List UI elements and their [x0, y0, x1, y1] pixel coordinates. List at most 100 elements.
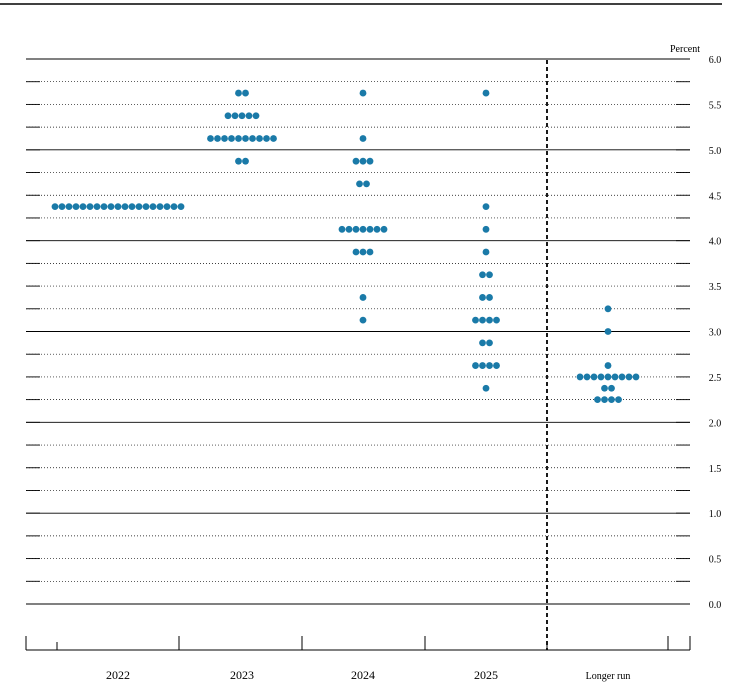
- dot-mark: [72, 203, 80, 211]
- dot-mark: [228, 135, 235, 142]
- dot-mark: [366, 225, 374, 233]
- dot-mark: [366, 248, 374, 256]
- dot-mark: [486, 339, 493, 347]
- dot-mark: [479, 316, 486, 324]
- dot-mark: [632, 373, 640, 381]
- dot-mark: [482, 248, 490, 256]
- dot-mark: [359, 89, 367, 97]
- x-category-label: 2024: [351, 668, 375, 682]
- dot-mark: [486, 316, 493, 324]
- dot-mark: [114, 203, 122, 211]
- dot-mark: [597, 373, 605, 381]
- dot-mark: [472, 316, 479, 324]
- dot-mark: [256, 135, 263, 142]
- dot-mark: [366, 157, 374, 165]
- dot-mark: [352, 248, 360, 256]
- dot-mark: [352, 225, 360, 233]
- dot-mark: [479, 362, 486, 369]
- dot-mark: [486, 362, 493, 369]
- dot-mark: [207, 135, 214, 142]
- y-tick-label: 5.5: [709, 100, 722, 111]
- dot-mark: [493, 362, 500, 369]
- dot-mark: [482, 225, 490, 233]
- dot-mark: [270, 135, 277, 142]
- y-tick-label: 0.0: [709, 600, 722, 611]
- dot-mark: [242, 135, 249, 142]
- x-category-label: 2023: [230, 668, 254, 682]
- y-tick-label: 3.5: [709, 282, 722, 293]
- dot-mark: [214, 135, 221, 142]
- y-tick-label: 4.0: [709, 237, 722, 248]
- y-tick-label: 2.5: [709, 373, 722, 384]
- dot-mark: [107, 203, 115, 211]
- dot-mark: [594, 396, 601, 404]
- dot-mark: [170, 203, 178, 211]
- y-tick-label: 5.0: [709, 146, 722, 157]
- dot-mark: [482, 384, 490, 392]
- y-tick-label: 6.0: [709, 55, 722, 66]
- y-tick-label: 1.5: [709, 464, 722, 475]
- dot-mark: [608, 396, 615, 404]
- dot-mark: [363, 180, 370, 188]
- dot-mark: [100, 203, 108, 211]
- y-tick-label: 3.0: [709, 328, 722, 339]
- dot-mark: [604, 305, 612, 313]
- dot-mark: [625, 373, 633, 381]
- dot-mark: [590, 373, 598, 381]
- dot-mark: [51, 203, 59, 211]
- dot-mark: [615, 396, 622, 404]
- dot-mark: [611, 373, 619, 381]
- dot-mark: [359, 316, 367, 324]
- dot-mark: [359, 135, 367, 142]
- dot-mark: [249, 135, 256, 142]
- x-category-label: Longer run: [586, 671, 631, 682]
- dot-mark: [221, 135, 228, 142]
- y-tick-label: 4.5: [709, 191, 722, 202]
- dot-mark: [338, 225, 346, 233]
- gridlines: [26, 58, 690, 605]
- dot-mark: [576, 373, 584, 381]
- dot-mark: [79, 203, 87, 211]
- dot-mark: [618, 373, 626, 381]
- y-tick-label: 0.5: [709, 555, 722, 566]
- dot-mark: [604, 362, 612, 369]
- dot-mark: [242, 157, 249, 165]
- dot-mark: [121, 203, 129, 211]
- dot-mark: [479, 271, 486, 279]
- dot-mark: [235, 135, 242, 142]
- dot-mark: [65, 203, 73, 211]
- dot-mark: [604, 373, 612, 381]
- dot-mark: [135, 203, 143, 211]
- dot-mark: [242, 89, 249, 97]
- dot-mark: [373, 225, 381, 233]
- dot-mark: [583, 373, 591, 381]
- y-tick-label: 2.0: [709, 418, 722, 429]
- dot-mark: [345, 225, 353, 233]
- dot-mark: [263, 135, 270, 142]
- dot-mark: [493, 316, 500, 324]
- dot-mark: [486, 294, 493, 301]
- dot-mark: [472, 362, 479, 369]
- dot-mark: [486, 271, 493, 279]
- dot-mark: [58, 203, 66, 211]
- dot-mark: [359, 225, 367, 233]
- dot-mark: [163, 203, 171, 211]
- dot-mark: [479, 294, 486, 301]
- y-axis: Percent 0.0 0.5 1.0 1.5 2.0 2.5 3.0 3.5 4.0 4.5 5.…: [670, 44, 721, 611]
- dot-mark: [224, 112, 232, 120]
- dot-mark: [142, 203, 150, 211]
- dot-mark: [604, 328, 612, 335]
- dot-mark: [252, 112, 260, 120]
- dot-mark: [93, 203, 101, 211]
- dot-mark: [352, 157, 360, 165]
- dot-mark: [380, 225, 388, 233]
- dot-mark: [359, 248, 367, 256]
- dot-mark: [235, 157, 242, 165]
- dot-mark: [149, 203, 157, 211]
- dot-mark: [177, 203, 185, 211]
- dot-mark: [86, 203, 94, 211]
- dot-mark: [235, 89, 242, 97]
- dot-mark: [245, 112, 253, 120]
- x-category-label: 2022: [106, 668, 130, 682]
